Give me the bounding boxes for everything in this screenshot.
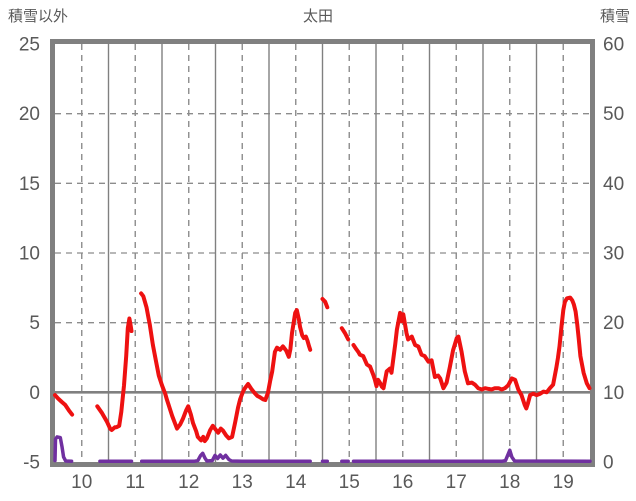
- y-left-tick-label: 0: [29, 383, 40, 404]
- y-left-tick-label: 20: [19, 104, 40, 125]
- chart-title: 太田: [302, 8, 333, 25]
- red-line: [320, 297, 330, 310]
- purple-line: [351, 448, 592, 464]
- x-tick-label: 17: [446, 472, 467, 493]
- x-tick-label: 14: [285, 472, 307, 493]
- x-tick-label: 16: [392, 472, 413, 493]
- y-right-tick-label: 0: [603, 453, 614, 474]
- y-right-tick-label: 30: [603, 244, 624, 265]
- y-left-tick-label: 5: [29, 313, 40, 334]
- y-right-tick-label: 40: [603, 174, 624, 195]
- left-axis-title: 積雪以外: [8, 8, 69, 25]
- x-tick-label: 12: [178, 472, 199, 493]
- plot-border: [50, 39, 595, 467]
- x-tick-label: 10: [71, 472, 92, 493]
- red-line: [95, 316, 134, 432]
- x-tick-label: 19: [553, 472, 574, 493]
- purple-line: [139, 451, 312, 464]
- x-tick-label: 15: [339, 472, 360, 493]
- y-right-tick-label: 20: [603, 313, 624, 334]
- y-left-tick-label: -5: [23, 453, 40, 474]
- right-axis-title: 積雪: [599, 8, 630, 25]
- x-tick-label: 11: [125, 472, 145, 493]
- red-line: [339, 326, 351, 342]
- y-right-tick-label: 10: [603, 383, 624, 404]
- x-tick-label: 13: [232, 472, 253, 493]
- y-right-tick-label: 60: [603, 35, 624, 56]
- y-right-tick-label: 50: [603, 104, 624, 125]
- y-left-tick-label: 10: [19, 244, 40, 265]
- x-tick-label: 18: [499, 472, 520, 493]
- red-line: [351, 295, 592, 411]
- red-line: [53, 393, 75, 417]
- red-line: [139, 291, 313, 444]
- purple-line: [53, 435, 74, 464]
- y-left-tick-label: 15: [19, 174, 40, 195]
- y-left-tick-label: 25: [19, 35, 40, 56]
